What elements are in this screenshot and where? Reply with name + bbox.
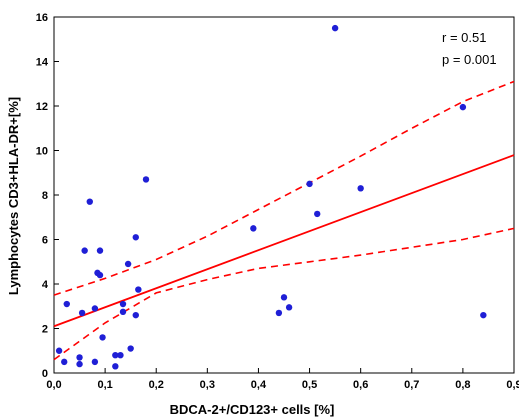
x-tick-label: 0,1 <box>97 379 112 391</box>
x-tick-label: 0,4 <box>251 379 267 391</box>
data-point <box>99 334 106 341</box>
x-tick-label: 0,5 <box>302 379 317 391</box>
data-point <box>135 286 142 293</box>
y-tick-label: 4 <box>42 279 49 291</box>
data-point <box>280 294 288 301</box>
data-point <box>96 247 104 254</box>
data-point <box>81 247 88 254</box>
regression-line-group <box>53 154 515 328</box>
y-tick-label: 10 <box>36 146 48 158</box>
data-point <box>119 308 127 316</box>
y-tick-label: 14 <box>36 57 49 69</box>
confidence-upper <box>53 80 515 296</box>
regression-line <box>53 154 515 328</box>
x-tick-label: 0,6 <box>353 379 368 391</box>
data-point <box>78 309 86 317</box>
data-point <box>132 234 139 241</box>
x-axis-title: BDCA-2+/CD123+ cells [%] <box>170 402 335 417</box>
data-point <box>112 352 119 359</box>
data-point <box>124 260 132 268</box>
data-point <box>91 305 99 312</box>
data-point <box>250 225 257 232</box>
y-tick-label: 0 <box>42 368 48 380</box>
plot-frame <box>53 16 515 374</box>
data-point <box>285 304 293 311</box>
data-point <box>331 24 339 32</box>
data-point <box>76 360 83 368</box>
x-tick-label: 0,0 <box>46 379 61 391</box>
data-point <box>112 363 119 370</box>
data-point <box>76 354 83 361</box>
data-point <box>314 210 321 218</box>
data-point <box>127 345 134 352</box>
y-axis-title: Lymphocytes CD3+HLA-DR+[%] <box>6 97 21 295</box>
data-point <box>86 198 93 205</box>
x-tick-label: 0,2 <box>149 379 164 391</box>
data-points <box>55 24 487 370</box>
data-point <box>142 176 150 183</box>
data-point <box>117 352 124 359</box>
y-tick-label: 8 <box>42 190 48 202</box>
data-point <box>61 358 68 366</box>
data-point <box>459 103 467 111</box>
data-point <box>119 300 127 308</box>
data-point <box>91 358 99 366</box>
y-tick-label: 2 <box>42 324 48 336</box>
data-point <box>480 311 487 319</box>
data-point <box>132 311 139 319</box>
x-tick-label: 0,3 <box>200 379 215 391</box>
confidence-lower <box>53 227 515 361</box>
data-point <box>306 180 313 188</box>
data-point <box>275 309 283 317</box>
annotation-p: p = 0.001 <box>442 52 497 67</box>
x-tick-label: 0,8 <box>455 379 470 391</box>
y-tick-label: 6 <box>42 235 48 247</box>
tick-labels: 0,0 0,1 0,2 0,3 0,4 0,5 0,6 0,7 0,8 0,9 0 2 4 6 8 10 12 1… <box>36 12 519 391</box>
x-tick-label: 0,9 <box>506 379 519 391</box>
annotation-r: r = 0.51 <box>442 30 486 45</box>
confidence-band <box>53 80 515 361</box>
data-point <box>63 300 70 308</box>
data-point <box>55 347 63 354</box>
data-point <box>96 271 104 279</box>
y-tick-label: 12 <box>36 101 48 113</box>
data-point <box>357 185 364 192</box>
axes <box>53 16 515 374</box>
y-tick-label: 16 <box>36 12 48 24</box>
x-tick-label: 0,7 <box>404 379 419 391</box>
